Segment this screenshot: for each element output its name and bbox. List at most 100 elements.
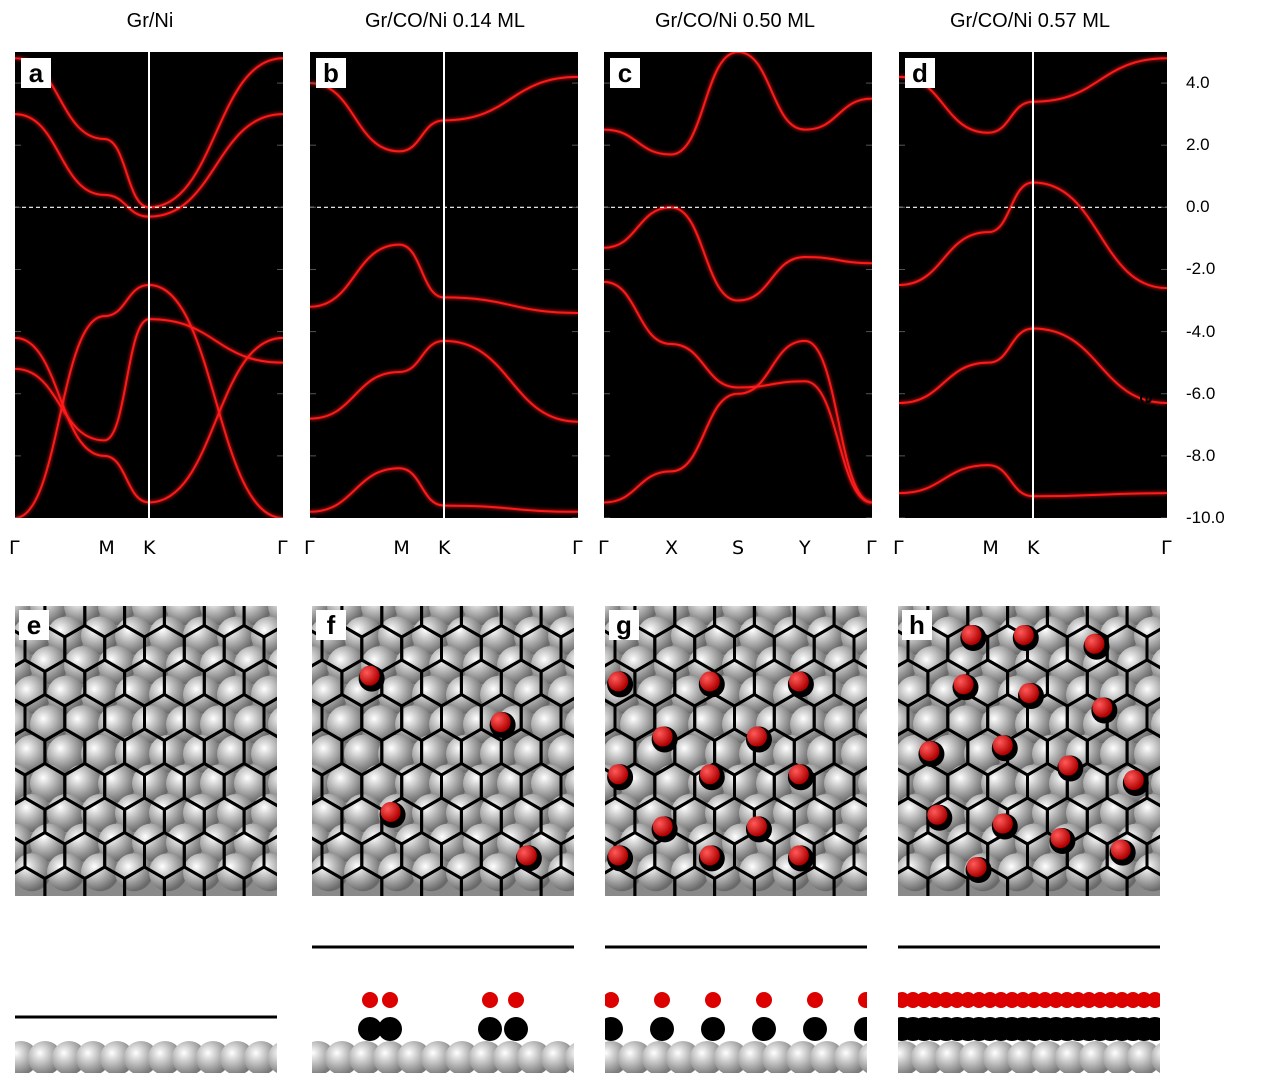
ni-atom xyxy=(251,853,277,892)
ni-atom xyxy=(1134,794,1160,833)
ni-atom xyxy=(858,1043,867,1073)
x-tick-label: S xyxy=(732,537,745,559)
x-tick-label: K xyxy=(143,537,156,559)
x-tick-label: Γ xyxy=(572,537,583,559)
ni-atom xyxy=(361,764,399,803)
ni-atom xyxy=(858,826,867,859)
ni-atom xyxy=(497,646,535,685)
y-tick-label: -2.0 xyxy=(1186,259,1216,279)
ni-atom xyxy=(565,826,574,859)
band-line xyxy=(604,339,872,504)
ni-atom xyxy=(947,646,985,685)
title-b: Gr/CO/Ni 0.14 ML xyxy=(364,10,526,32)
co-oxygen-atom xyxy=(919,741,940,761)
co-oxygen-atom xyxy=(508,992,524,1008)
co-carbon-atom xyxy=(701,1017,725,1041)
ni-atom xyxy=(268,826,277,859)
co-carbon-atom xyxy=(478,1017,502,1041)
graphene-hexagon xyxy=(1145,696,1160,739)
co-oxygen-atom xyxy=(699,845,720,866)
x-tick-label: Γ xyxy=(277,537,288,559)
co-oxygen-atom xyxy=(380,801,401,822)
ni-atom xyxy=(64,646,102,685)
co-oxygen-atom xyxy=(949,992,965,1008)
co-oxygen-atom xyxy=(699,671,720,692)
structure-panel-g: g xyxy=(605,606,867,896)
ni-atom xyxy=(251,675,277,714)
ni-atom xyxy=(548,675,574,714)
co-oxygen-atom xyxy=(1114,992,1130,1008)
ni-atom xyxy=(690,1041,724,1073)
ni-atom xyxy=(395,646,433,685)
ni-atom xyxy=(81,734,119,773)
band-line xyxy=(899,464,1167,498)
co-oxygen-atom xyxy=(608,764,629,785)
panel-label-f: f xyxy=(316,610,346,640)
co-oxygen-atom xyxy=(652,816,673,837)
y-tick-label: 4.0 xyxy=(1186,73,1210,93)
ni-atom xyxy=(149,675,187,714)
ni-atom xyxy=(149,734,187,773)
ni-atom xyxy=(738,1041,772,1073)
y-axis-label: E-EF (eV) xyxy=(1131,333,1160,427)
co-oxygen-atom xyxy=(1050,828,1071,848)
ni-atom xyxy=(183,734,221,773)
co-oxygen-atom xyxy=(858,992,867,1008)
co-oxygen-atom xyxy=(905,992,921,1008)
co-oxygen-atom xyxy=(788,845,809,866)
band-line xyxy=(15,113,283,218)
ni-atom xyxy=(361,823,399,862)
co-carbon-atom xyxy=(605,1017,623,1041)
graphene-hexagon xyxy=(559,627,574,670)
side-view-image-f xyxy=(312,945,574,1073)
ni-atom xyxy=(480,616,518,655)
band-plot-c xyxy=(604,52,872,518)
graphene-hexagon xyxy=(262,765,277,808)
panel-label-h: h xyxy=(902,610,932,640)
ni-atom xyxy=(739,675,777,714)
band-panel-d: d xyxy=(899,52,1167,518)
co-oxygen-atom xyxy=(927,992,943,1008)
ni-atom xyxy=(1151,826,1160,859)
ni-atom xyxy=(312,794,348,833)
graphene-hexagon xyxy=(559,696,574,739)
band-line xyxy=(310,339,578,423)
y-tick-label: -8.0 xyxy=(1186,445,1216,465)
ni-atom xyxy=(183,853,221,892)
ni-atom xyxy=(666,1041,700,1073)
title-a: Gr/Ni xyxy=(126,10,174,32)
panel-label-b: b xyxy=(316,58,346,88)
ni-atom xyxy=(548,734,574,773)
ni-atom xyxy=(1032,853,1070,892)
x-tick-label: Γ xyxy=(304,537,315,559)
x-tick-label: Γ xyxy=(1161,537,1172,559)
ni-atom xyxy=(930,853,968,892)
co-oxygen-atom xyxy=(362,992,378,1008)
ni-atom xyxy=(565,1043,574,1073)
co-oxygen-atom xyxy=(746,726,767,747)
co-oxygen-atom xyxy=(490,712,511,732)
ni-atom xyxy=(327,823,365,862)
ni-atom xyxy=(124,1041,158,1073)
graphene-hexagon xyxy=(539,865,574,896)
band-line xyxy=(15,283,283,518)
ni-atom xyxy=(446,675,484,714)
ni-atom xyxy=(637,853,675,892)
band-line xyxy=(310,243,578,314)
x-tick-label: Γ xyxy=(598,537,609,559)
co-oxygen-atom xyxy=(927,804,948,825)
ni-atom xyxy=(421,1041,455,1073)
ni-atom xyxy=(81,853,119,892)
co-oxygen-atom xyxy=(1070,992,1086,1008)
ni-atom xyxy=(947,823,985,862)
ni-atom xyxy=(1151,1043,1160,1073)
ni-atom xyxy=(15,646,34,685)
co-oxygen-atom xyxy=(960,992,976,1008)
ni-atom xyxy=(81,794,119,833)
ni-atom xyxy=(714,1041,748,1073)
side-view-e xyxy=(15,940,277,1073)
ni-atom xyxy=(98,705,136,744)
co-oxygen-atom xyxy=(966,857,987,877)
ni-atom xyxy=(981,646,1019,685)
co-oxygen-atom xyxy=(993,992,1009,1008)
